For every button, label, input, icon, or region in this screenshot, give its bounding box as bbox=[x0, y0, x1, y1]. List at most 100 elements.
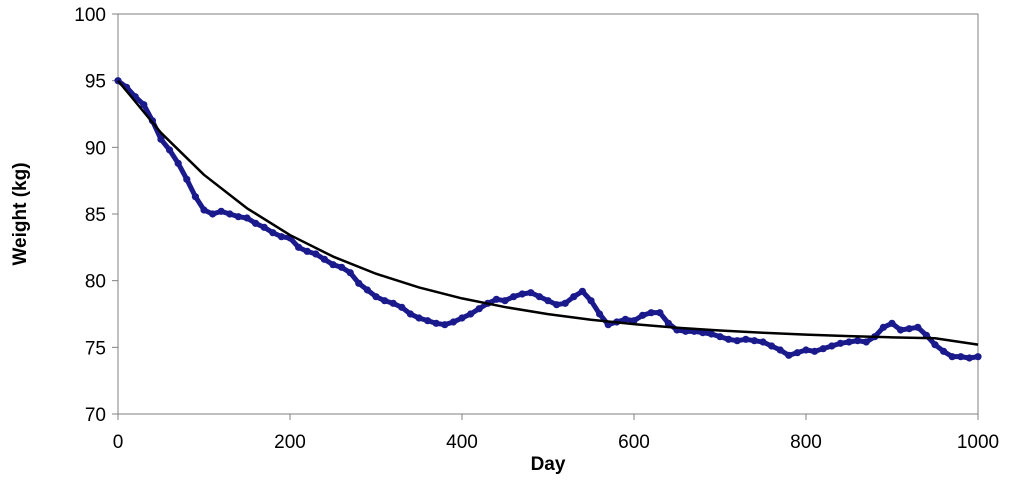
weight-point bbox=[897, 326, 905, 334]
weight-point bbox=[140, 101, 148, 109]
plot-area bbox=[117, 13, 979, 415]
weight-point bbox=[759, 338, 767, 346]
x-axis-title: Day bbox=[531, 454, 566, 475]
weight-point bbox=[802, 346, 810, 354]
weight-point bbox=[905, 325, 913, 333]
weight-point bbox=[269, 229, 277, 237]
weight-point bbox=[948, 353, 956, 361]
weight-point bbox=[432, 319, 440, 327]
weight-point bbox=[725, 335, 733, 343]
weight-point bbox=[501, 297, 509, 305]
x-tick-label: 400 bbox=[446, 432, 478, 453]
weight-point bbox=[312, 250, 320, 258]
weight-point bbox=[965, 354, 974, 362]
weight-point bbox=[699, 329, 707, 337]
weight-point bbox=[518, 290, 526, 298]
weight-point bbox=[879, 323, 888, 331]
weight-point bbox=[768, 342, 776, 350]
weight-point bbox=[811, 347, 819, 355]
y-tick-label: 85 bbox=[85, 205, 106, 226]
weight-point bbox=[449, 318, 457, 326]
weight-point bbox=[819, 345, 827, 353]
x-tick-label: 800 bbox=[790, 432, 822, 453]
weight-point bbox=[716, 333, 724, 341]
weight-point bbox=[836, 339, 845, 347]
weight-point bbox=[441, 321, 449, 329]
weight-point bbox=[424, 317, 432, 325]
weight-point bbox=[475, 305, 483, 313]
weight-point bbox=[742, 335, 750, 343]
weight-point bbox=[639, 311, 647, 319]
weight-point bbox=[845, 338, 853, 346]
weight-point bbox=[621, 315, 630, 323]
weight-point bbox=[243, 214, 251, 222]
weight-point bbox=[596, 310, 604, 318]
weight-point bbox=[389, 299, 397, 307]
y-tick-label: 90 bbox=[85, 138, 106, 159]
weight-point bbox=[862, 338, 870, 346]
weight-point bbox=[527, 289, 535, 297]
weight-point bbox=[492, 295, 500, 303]
y-tick-label: 100 bbox=[74, 5, 106, 26]
weight-point bbox=[707, 330, 716, 338]
x-axis-ticks: 0 200 400 600 800 1000 bbox=[113, 414, 999, 453]
x-tick-label: 0 bbox=[113, 432, 124, 453]
weight-point bbox=[260, 223, 268, 231]
weight-point bbox=[553, 301, 561, 309]
weight-point bbox=[303, 247, 311, 255]
weight-point bbox=[974, 353, 982, 361]
weight-point bbox=[828, 342, 836, 350]
weight-point bbox=[570, 293, 578, 301]
weight-point bbox=[854, 337, 862, 345]
weight-point bbox=[415, 314, 423, 322]
weight-point bbox=[200, 206, 208, 214]
weight-point bbox=[295, 243, 303, 251]
series-layer bbox=[114, 77, 982, 362]
weight-point bbox=[338, 263, 346, 271]
weight-point bbox=[630, 317, 638, 325]
weight-point bbox=[750, 337, 759, 345]
weight-point bbox=[914, 323, 922, 331]
x-tick-label: 600 bbox=[618, 432, 650, 453]
x-tick-label: 200 bbox=[274, 432, 306, 453]
weight-point bbox=[398, 303, 406, 311]
weight-point bbox=[372, 293, 380, 301]
weight-point bbox=[329, 261, 337, 269]
weight-point bbox=[940, 347, 948, 355]
y-tick-label: 80 bbox=[85, 272, 106, 293]
weight-point bbox=[157, 135, 165, 143]
weight-point bbox=[733, 337, 741, 345]
weight-point bbox=[252, 219, 260, 227]
weight-point bbox=[406, 310, 414, 318]
weight-point bbox=[346, 269, 354, 277]
weight-point bbox=[535, 293, 544, 301]
x-tick-label: 1000 bbox=[957, 432, 999, 453]
weight-point bbox=[647, 309, 655, 317]
weight-point bbox=[509, 293, 518, 301]
weight-point bbox=[931, 341, 939, 349]
y-axis-ticks: 70 75 80 85 90 95 100 bbox=[74, 5, 118, 426]
weight-point bbox=[888, 319, 896, 327]
weight-point bbox=[664, 319, 673, 327]
weight-point bbox=[656, 309, 664, 317]
weight-point bbox=[209, 210, 217, 218]
weight-point bbox=[226, 210, 234, 218]
weight-point bbox=[174, 159, 182, 167]
weight-point bbox=[355, 279, 363, 287]
fitted-curve-line bbox=[117, 79, 979, 346]
weight-point bbox=[561, 299, 569, 307]
weight-point bbox=[277, 233, 285, 241]
weight-point bbox=[381, 297, 389, 305]
weight-point bbox=[578, 287, 587, 295]
weight-point bbox=[191, 193, 199, 201]
y-tick-label: 95 bbox=[85, 72, 106, 93]
weight-point bbox=[957, 353, 965, 361]
weight-point bbox=[320, 255, 328, 263]
weight-point bbox=[587, 297, 595, 305]
weight-point bbox=[458, 314, 466, 322]
weight-point bbox=[183, 175, 191, 183]
y-tick-label: 70 bbox=[85, 405, 106, 426]
weight-point bbox=[217, 207, 225, 215]
weight-point bbox=[467, 310, 475, 318]
